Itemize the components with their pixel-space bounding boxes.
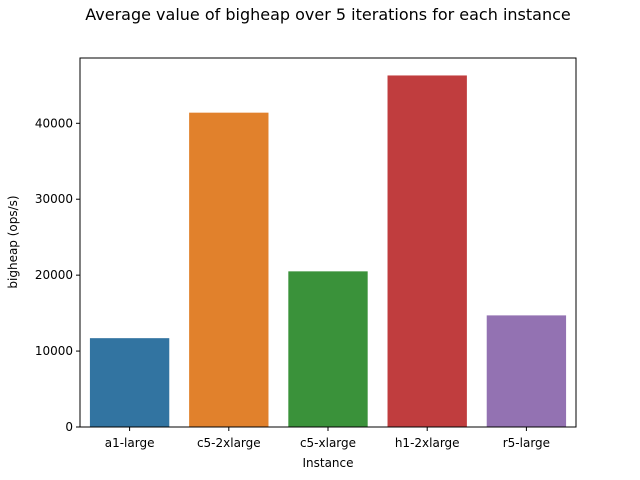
bar-r5-large (486, 315, 567, 427)
x-tick-label: c5-2xlarge (197, 436, 261, 450)
y-tick-label: 0 (65, 420, 73, 434)
x-tick-label: h1-2xlarge (395, 436, 460, 450)
bars (89, 75, 567, 428)
bar-c5-2xlarge (189, 112, 269, 428)
bar-h1-2xlarge (387, 75, 467, 428)
y-ticks: 0 10000 20000 30000 40000 (35, 116, 80, 434)
x-tick-label: c5-xlarge (300, 436, 356, 450)
x-tick-label: r5-large (503, 436, 550, 450)
y-tick-label: 10000 (35, 344, 73, 358)
chart-title: Average value of bigheap over 5 iteratio… (85, 5, 570, 24)
x-ticks: a1-large c5-2xlarge c5-xlarge h1-2xlarge r5-… (105, 427, 550, 450)
plot-frame (79, 57, 577, 428)
y-tick-label: 40000 (35, 116, 73, 130)
x-tick-label: a1-large (105, 436, 155, 450)
bar-a1-large (89, 338, 170, 427)
y-axis-label: bigheap (ops/s) (6, 195, 20, 288)
y-tick-label: 20000 (35, 268, 73, 282)
y-tick-label: 30000 (35, 192, 73, 206)
bar-c5-xlarge (288, 271, 368, 427)
x-axis-label: Instance (302, 456, 353, 470)
